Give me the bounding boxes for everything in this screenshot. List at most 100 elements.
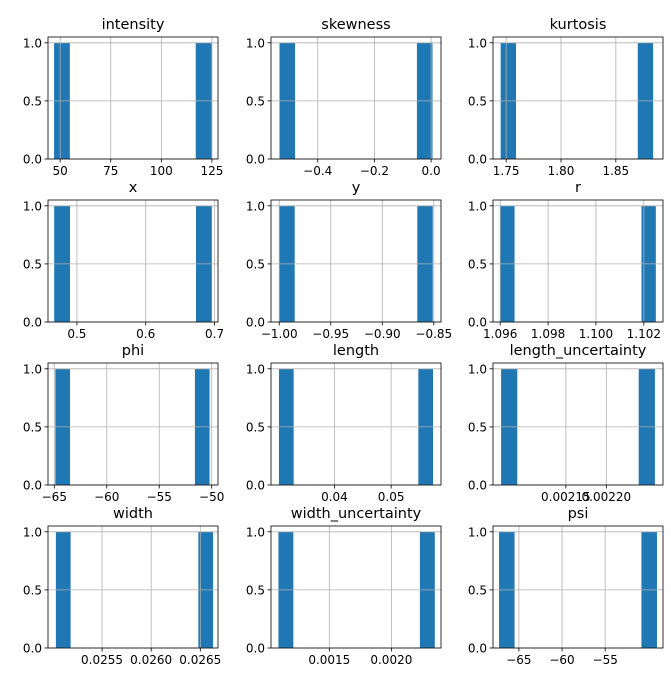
subplot-y: −1.00 −0.95 −0.90 −0.85 0.0 0.5 1.0 y [246,180,452,341]
y-tick-label: 0.5 [246,420,265,434]
x-tick-label: 0.00215 [541,490,591,504]
x-tick-label: 0.00220 [582,490,632,504]
subplot-length: 0.04 0.05 0.0 0.5 1.0 length [246,343,442,504]
y-tick-label: 0.5 [23,257,42,271]
y-tick-label: 1.0 [246,36,265,50]
x-tick-label: −0.4 [303,164,332,178]
x-tick-label: 0.0265 [179,653,221,667]
y-tick-label: 0.5 [23,94,42,108]
x-tick-label: 1.100 [579,327,613,341]
x-tick-label: 125 [200,164,223,178]
x-tick-label: −65 [42,490,67,504]
y-tick-label: 0.0 [23,642,42,656]
x-tick-label: 0.04 [321,490,348,504]
y-tick-label: 0.5 [468,94,487,108]
x-tick-label: −0.85 [415,327,452,341]
y-tick-label: 0.0 [23,153,42,167]
subplot-kurtosis: 1.75 1.80 1.85 0.0 0.5 1.0 kurtosis [468,17,664,178]
axes-frame [492,36,664,160]
subplot-title: psi [568,506,589,522]
subplot-title: width [113,506,153,522]
subplot-title: width_uncertainty [291,506,422,522]
x-tick-label: 0.0020 [370,653,412,667]
x-tick-label: 1.75 [493,164,520,178]
subplot-x: 0.5 0.6 0.7 0.0 0.5 1.0 x [23,180,224,341]
y-tick-label: 1.0 [468,362,487,376]
y-tick-label: 0.0 [23,316,42,330]
axes-frame [270,525,442,649]
x-tick-label: −65 [506,653,531,667]
subplot-width: 0.0255 0.0260 0.0265 0.0 0.5 1.0 width [23,506,221,667]
subplot-title: x [129,180,138,196]
subplot-title: skewness [321,17,390,33]
axes-frame [270,36,442,160]
axes-frame [47,199,219,323]
subplot-psi: −65 −60 −55 0.0 0.5 1.0 psi [468,506,664,667]
y-tick-label: 1.0 [23,199,42,213]
x-tick-label: 50 [53,164,68,178]
axes-frame [270,199,442,323]
x-tick-label: 0.6 [136,327,155,341]
y-tick-label: 1.0 [246,362,265,376]
x-tick-label: 0.5 [67,327,86,341]
y-tick-label: 1.0 [23,525,42,539]
axes-frame [492,362,664,486]
x-tick-label: −55 [593,653,618,667]
x-tick-label: 0.05 [378,490,405,504]
subplot-title: length_uncertainty [510,343,647,359]
x-tick-label: 0.0255 [81,653,123,667]
x-tick-label: −0.90 [364,327,401,341]
x-tick-label: 1.80 [548,164,575,178]
x-tick-label: 1.098 [531,327,565,341]
axes-frame [492,525,664,649]
x-tick-label: 100 [150,164,173,178]
x-tick-label: −60 [549,653,574,667]
y-tick-label: 0.0 [246,479,265,493]
x-tick-label: 75 [103,164,118,178]
y-tick-label: 1.0 [23,362,42,376]
x-tick-label: −1.00 [261,327,298,341]
y-tick-label: 0.5 [468,420,487,434]
subplot-phi: −65 −60 −55 −50 0.0 0.5 1.0 phi [23,343,224,504]
subplot-intensity: 50 75 100 125 0.0 0.5 1.0 intensity [23,17,223,178]
subplot-title: y [352,180,361,196]
subplot-r: 1.096 1.098 1.100 1.102 0.0 0.5 1.0 r [468,180,664,341]
x-tick-label: 0.0015 [308,653,350,667]
y-tick-label: 1.0 [468,199,487,213]
y-tick-label: 0.0 [246,316,265,330]
subplot-title: intensity [102,17,165,33]
x-tick-label: 1.85 [602,164,629,178]
axes-frame [47,36,219,160]
x-tick-label: −55 [147,490,172,504]
y-tick-label: 0.0 [468,316,487,330]
y-tick-label: 0.5 [23,420,42,434]
subplot-title: kurtosis [550,17,607,33]
x-tick-label: 1.096 [483,327,517,341]
x-tick-label: 1.102 [627,327,661,341]
axes-frame [270,362,442,486]
y-tick-label: 1.0 [468,36,487,50]
subplot-title: length [333,343,379,359]
y-tick-label: 0.5 [246,94,265,108]
axes-frame [47,525,219,649]
y-tick-label: 0.0 [468,479,487,493]
subplot-title: r [575,180,581,196]
y-tick-label: 1.0 [23,36,42,50]
y-tick-label: 0.5 [23,583,42,597]
subplot-title: phi [122,343,144,359]
subplot-width-uncertainty: 0.0015 0.0020 0.0 0.5 1.0 width_uncertainty [246,506,442,667]
y-tick-label: 0.0 [23,479,42,493]
y-tick-label: 0.5 [246,583,265,597]
y-tick-label: 0.5 [468,257,487,271]
y-tick-label: 0.0 [246,153,265,167]
y-tick-label: 0.0 [468,642,487,656]
x-tick-label: −60 [94,490,119,504]
y-tick-label: 1.0 [246,525,265,539]
y-tick-label: 0.5 [246,257,265,271]
x-tick-label: 0.0 [422,164,441,178]
x-tick-label: −0.2 [360,164,389,178]
x-tick-label: 0.0260 [130,653,172,667]
y-tick-label: 0.0 [246,642,265,656]
